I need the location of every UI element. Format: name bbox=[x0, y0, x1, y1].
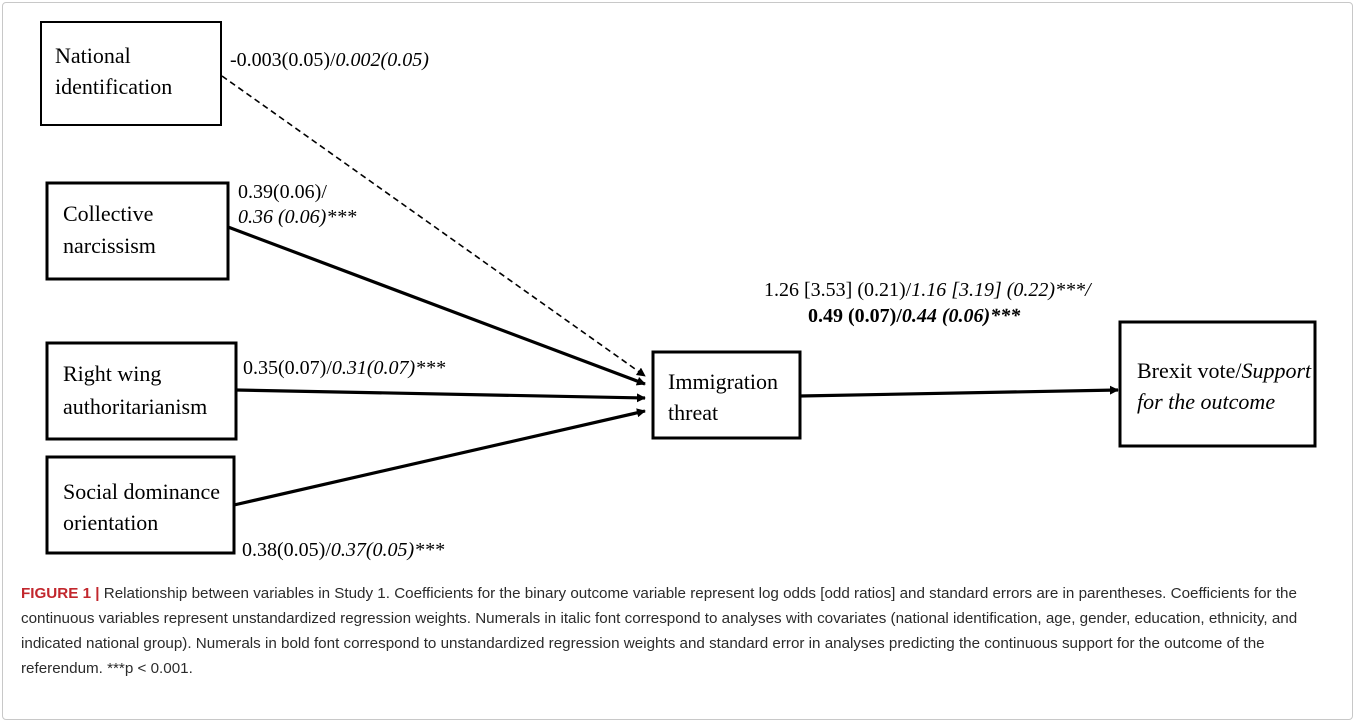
coef-social-dominance-orientation: 0.38(0.05)/0.37(0.05)*** bbox=[242, 539, 444, 561]
immigration-threat-label: Immigration threat bbox=[668, 369, 783, 425]
path-threat-to-brexit bbox=[799, 385, 1119, 398]
right-wing-authoritarianism-label: Right wing authoritarianism bbox=[63, 361, 207, 419]
path-rwa-to-threat bbox=[235, 388, 646, 403]
collective-narcissism-label: Collective narcissism bbox=[63, 201, 159, 258]
coef-right-wing-authoritarianism: 0.35(0.07)/0.31(0.07)*** bbox=[243, 357, 445, 379]
collective-narcissism-box bbox=[45, 181, 230, 281]
path-sdo-to-threat bbox=[233, 408, 646, 507]
national-identification-label: National identification bbox=[55, 43, 172, 99]
coef-collective-narcissism: 0.39(0.06)/ 0.36 (0.06)*** bbox=[238, 181, 356, 228]
figure-caption: FIGURE 1 | Relationship between variable… bbox=[21, 581, 1341, 681]
caption-text: Relationship between variables in Study … bbox=[21, 585, 1298, 677]
caption-separator: | bbox=[95, 585, 100, 602]
path-national-to-threat bbox=[221, 75, 646, 377]
national-identification-box bbox=[40, 21, 222, 126]
caption-significance-note: ***p < 0.001. bbox=[107, 660, 193, 677]
figure-label: FIGURE 1 bbox=[21, 585, 92, 602]
path-collective-to-threat bbox=[227, 225, 646, 386]
brexit-vote-box bbox=[1118, 320, 1317, 448]
social-dominance-orientation-label: Social dominance orientation bbox=[63, 479, 226, 535]
coef-threat-to-brexit-line1: 1.26 [3.53] (0.21)/1.16 [3.19] (0.22)***… bbox=[764, 279, 1093, 301]
right-wing-authoritarianism-box bbox=[45, 341, 238, 441]
brexit-vote-label: Brexit vote/Support for the outcome bbox=[1137, 358, 1317, 414]
path-diagram: National identification Collective narci… bbox=[40, 21, 1317, 561]
immigration-threat-box bbox=[651, 350, 802, 440]
coef-threat-to-brexit-line2: 0.49 (0.07)/0.44 (0.06)*** bbox=[808, 305, 1021, 327]
coef-national-identification: -0.003(0.05)/0.002(0.05) bbox=[230, 49, 429, 71]
social-dominance-orientation-box bbox=[45, 455, 236, 555]
